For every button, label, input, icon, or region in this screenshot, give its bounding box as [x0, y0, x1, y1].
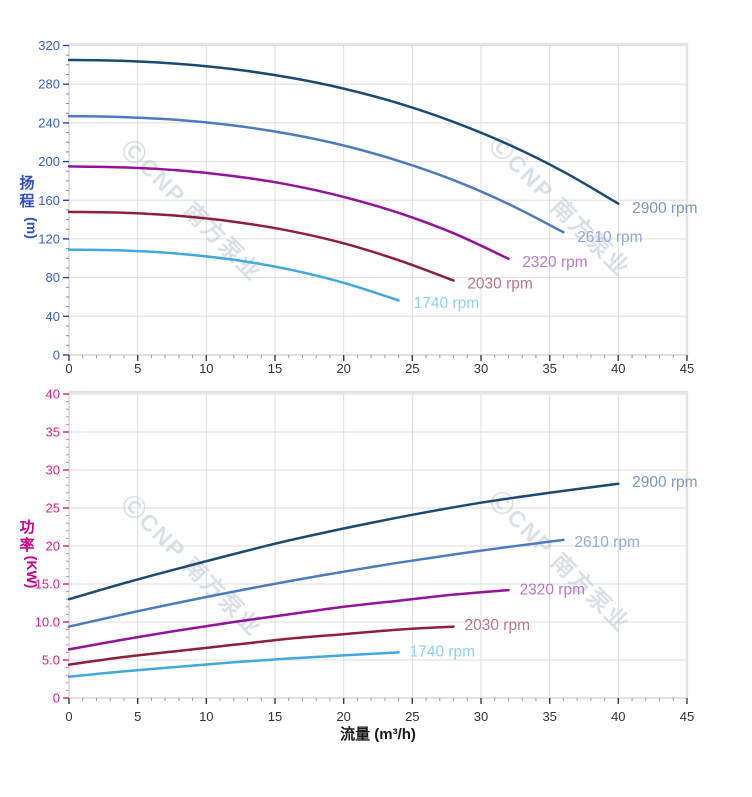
y-tick-label: 0 — [53, 691, 60, 706]
x-tick-label: 35 — [542, 709, 556, 724]
y-tick-label: 240 — [38, 115, 60, 130]
y-tick-label: 40 — [46, 309, 60, 324]
x-axis-title: 流量 (m³/h) — [340, 725, 416, 743]
curve-label-2900-rpm: 2900 rpm — [632, 200, 697, 217]
x-tick-label: 10 — [199, 361, 213, 376]
y-tick-label: 0 — [53, 348, 60, 363]
curve-label-1740-rpm: 1740 rpm — [414, 295, 479, 312]
y-axis-title: 率 — [19, 536, 34, 554]
plot-border — [69, 390, 689, 698]
x-tick-label: 10 — [199, 709, 213, 724]
x-tick-label: 25 — [405, 709, 419, 724]
y-tick-label: 15.0 — [35, 577, 60, 592]
curve-2900-rpm-head-vs-flow — [67, 58, 620, 205]
curve-label-2900-rpm: 2900 rpm — [632, 474, 697, 491]
curve-label-2030-rpm: 2030 rpm — [465, 617, 530, 634]
x-tick-label: 20 — [336, 361, 350, 376]
curve-label-2030-rpm: 2030 rpm — [467, 275, 532, 292]
curve-2320-rpm-power-vs-flow — [67, 588, 510, 651]
x-tick-label: 20 — [336, 709, 350, 724]
x-tick-label: 45 — [680, 709, 694, 724]
x-tick-label: 35 — [542, 361, 556, 376]
y-tick-label: 80 — [46, 270, 60, 285]
x-tick-label: 45 — [680, 361, 694, 376]
y-tick-label: 10.0 — [35, 615, 60, 630]
x-tick-label: 0 — [65, 361, 72, 376]
watermark: ⒸCNP 南方泵业 — [484, 486, 635, 637]
x-tick-label: 5 — [134, 709, 141, 724]
y-axis-title: 功 — [19, 519, 34, 536]
y-tick-label: 200 — [38, 154, 60, 169]
curve-2610-rpm-head-vs-flow — [67, 114, 565, 234]
y-axis-title: 扬 — [19, 174, 34, 192]
x-tick-label: 5 — [134, 361, 141, 376]
curve-1740-rpm-power-vs-flow — [67, 651, 400, 678]
curve-2610-rpm-power-vs-flow — [67, 538, 565, 628]
x-tick-label: 30 — [474, 361, 488, 376]
curve-2030-rpm-head-vs-flow — [67, 210, 455, 282]
y-tick-label: 5.0 — [42, 653, 60, 668]
y-tick-label: 35 — [46, 425, 60, 440]
y-axis-unit: (m) — [24, 217, 40, 239]
curve-1740-rpm-head-vs-flow — [67, 248, 400, 302]
x-tick-label: 30 — [474, 709, 488, 724]
curve-label-2320-rpm: 2320 rpm — [520, 581, 585, 598]
curve-2030-rpm-power-vs-flow — [67, 625, 455, 666]
curve-2320-rpm-head-vs-flow — [67, 165, 510, 261]
y-tick-label: 20 — [46, 539, 60, 554]
x-tick-label: 40 — [611, 361, 625, 376]
plot-border — [69, 42, 689, 355]
y-tick-label: 40 — [46, 387, 60, 402]
y-axis-unit: (KW) — [24, 556, 40, 589]
y-tick-label: 120 — [38, 231, 60, 246]
x-tick-label: 15 — [268, 361, 282, 376]
y-axis-title: 程 — [19, 193, 34, 210]
y-tick-label: 25 — [46, 501, 60, 516]
y-tick-label: 160 — [38, 193, 60, 208]
watermark: ⒸCNP 南方泵业 — [116, 135, 267, 286]
curve-2900-rpm-power-vs-flow — [67, 482, 620, 601]
x-tick-label: 25 — [405, 361, 419, 376]
curve-label-2610-rpm: 2610 rpm — [577, 229, 642, 246]
curve-label-2320-rpm: 2320 rpm — [522, 254, 587, 271]
x-tick-label: 15 — [268, 709, 282, 724]
curve-label-1740-rpm: 1740 rpm — [410, 644, 475, 661]
y-tick-label: 30 — [46, 463, 60, 478]
y-tick-label: 320 — [38, 38, 60, 53]
x-tick-label: 0 — [65, 709, 72, 724]
y-tick-label: 280 — [38, 77, 60, 92]
curve-label-2610-rpm: 2610 rpm — [574, 534, 639, 551]
x-tick-label: 40 — [611, 709, 625, 724]
